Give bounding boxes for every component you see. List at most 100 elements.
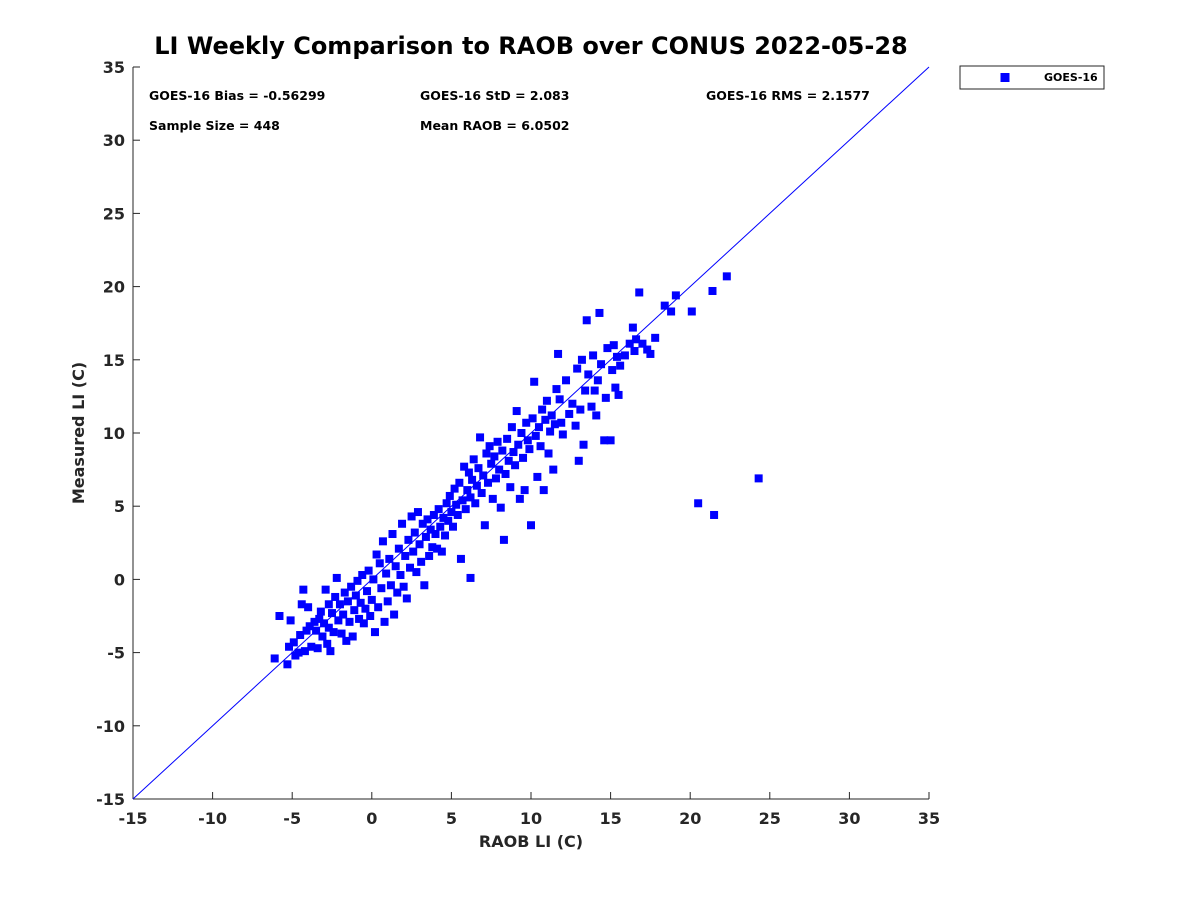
data-point: [528, 414, 537, 423]
data-point: [491, 474, 500, 483]
data-point: [394, 544, 403, 553]
data-point: [406, 563, 415, 572]
data-point: [436, 522, 445, 531]
x-tick-label: 0: [366, 809, 377, 828]
data-point: [464, 468, 473, 477]
data-point: [328, 609, 336, 618]
data-point: [519, 453, 528, 462]
data-point: [353, 576, 362, 585]
data-point: [468, 475, 477, 484]
data-point: [523, 436, 532, 445]
data-point: [431, 530, 440, 539]
data-point: [413, 508, 422, 517]
data-point: [453, 510, 462, 519]
data-point: [515, 494, 524, 503]
data-point: [549, 465, 558, 474]
data-point: [461, 505, 470, 514]
data-point: [398, 519, 407, 528]
data-point: [340, 588, 349, 597]
data-point: [423, 515, 432, 524]
data-point: [503, 434, 512, 443]
data-point: [348, 632, 357, 641]
stat-bias: GOES-16 Bias = -0.56299: [149, 88, 325, 103]
data-point: [558, 430, 567, 439]
data-point: [356, 598, 365, 607]
data-point: [614, 390, 623, 399]
data-point: [576, 405, 585, 414]
data-point: [383, 597, 392, 606]
data-point: [299, 585, 308, 594]
data-point: [550, 420, 559, 429]
data-point: [541, 415, 550, 424]
data-point: [630, 347, 639, 356]
data-point: [441, 531, 450, 540]
data-point: [512, 407, 521, 416]
data-point: [448, 522, 457, 531]
legend-box: [959, 65, 1105, 90]
data-point: [359, 619, 368, 628]
data-point: [479, 471, 488, 480]
data-point: [555, 395, 564, 404]
data-point: [375, 559, 384, 568]
data-point: [312, 626, 321, 635]
data-point: [628, 323, 637, 332]
data-point: [487, 459, 496, 468]
y-tick-label: 5: [114, 497, 125, 516]
data-point: [437, 547, 446, 556]
data-point: [568, 399, 577, 408]
data-point: [345, 617, 354, 626]
data-point: [589, 351, 598, 360]
x-tick-label: 25: [759, 809, 781, 828]
data-point: [533, 472, 542, 481]
data-point: [350, 606, 359, 615]
data-point: [527, 521, 535, 530]
y-tick-label: -5: [107, 644, 125, 663]
y-tick-label: 35: [103, 58, 125, 77]
data-point: [302, 626, 311, 635]
data-point: [587, 402, 596, 411]
chart-title: LI Weekly Comparison to RAOB over CONUS …: [154, 32, 907, 60]
x-tick-label: 10: [520, 809, 542, 828]
data-point: [646, 349, 655, 358]
data-point: [452, 500, 461, 509]
data-point: [611, 383, 620, 392]
y-tick-label: 25: [103, 204, 125, 223]
data-point: [577, 355, 586, 364]
data-point: [694, 499, 703, 508]
data-point: [324, 623, 333, 632]
data-point: [332, 573, 341, 582]
data-point: [469, 455, 478, 464]
data-point: [283, 660, 292, 669]
data-point: [404, 535, 413, 544]
data-point: [597, 360, 606, 369]
data-point: [320, 619, 329, 628]
data-point: [321, 585, 330, 594]
y-tick-label: 30: [103, 131, 125, 150]
data-point: [671, 291, 680, 300]
data-point: [367, 595, 376, 604]
data-point: [439, 513, 448, 522]
data-point: [573, 364, 582, 373]
data-point: [609, 341, 618, 350]
data-point: [667, 307, 676, 316]
x-tick-label: -5: [283, 809, 301, 828]
data-point: [595, 308, 604, 317]
y-tick-label: 20: [103, 278, 125, 297]
data-point: [687, 307, 696, 316]
data-point: [445, 491, 454, 500]
data-point: [386, 581, 395, 590]
data-point: [536, 442, 545, 451]
stat-mean-raob: Mean RAOB = 6.0502: [420, 118, 569, 133]
data-point: [501, 469, 510, 478]
data-point: [496, 503, 505, 512]
data-point: [425, 551, 434, 560]
data-point: [514, 440, 523, 449]
data-point: [643, 345, 652, 354]
data-point: [393, 588, 402, 597]
data-points: [270, 272, 763, 669]
data-point: [415, 540, 424, 549]
data-point: [546, 427, 555, 436]
data-point: [608, 366, 617, 375]
data-point: [329, 628, 338, 637]
